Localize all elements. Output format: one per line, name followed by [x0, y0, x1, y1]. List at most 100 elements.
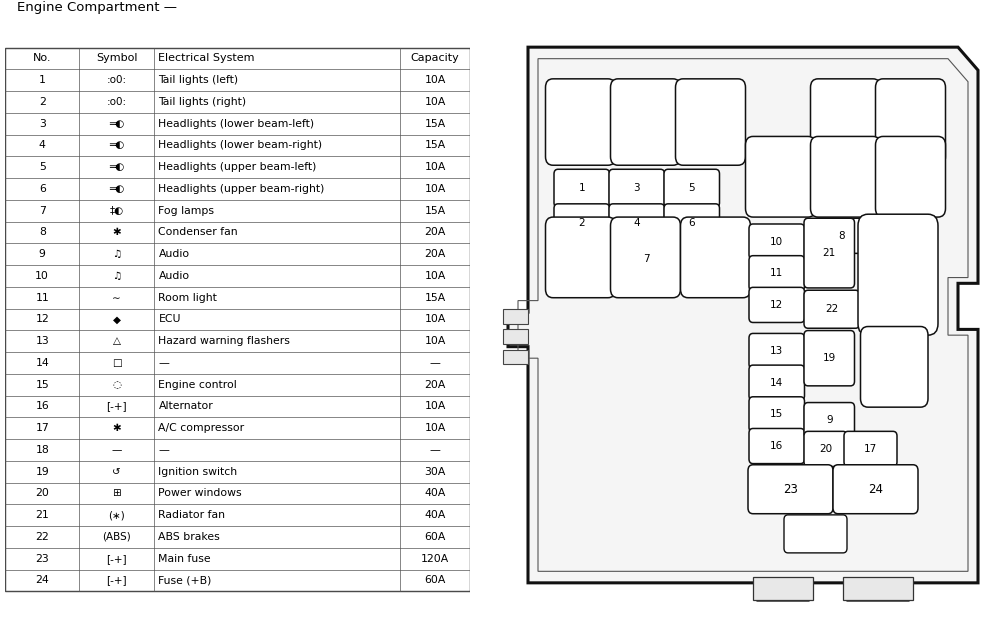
FancyBboxPatch shape	[749, 333, 805, 369]
FancyBboxPatch shape	[610, 79, 681, 165]
FancyBboxPatch shape	[804, 403, 855, 438]
Text: □: □	[112, 358, 121, 368]
FancyBboxPatch shape	[619, 241, 674, 277]
Text: ◌: ◌	[112, 380, 121, 390]
Text: Radiator fan: Radiator fan	[158, 510, 225, 520]
Text: 10A: 10A	[424, 162, 446, 172]
Text: ═◐: ═◐	[109, 118, 124, 129]
Text: Headlights (upper beam-left): Headlights (upper beam-left)	[158, 162, 317, 172]
FancyBboxPatch shape	[811, 79, 881, 165]
Text: 4: 4	[39, 140, 46, 151]
Text: Room light: Room light	[158, 293, 217, 302]
Text: 10A: 10A	[424, 271, 446, 281]
Text: 15A: 15A	[425, 205, 446, 215]
FancyBboxPatch shape	[664, 204, 720, 242]
Text: 21: 21	[35, 510, 49, 520]
FancyBboxPatch shape	[749, 287, 805, 323]
Text: 1: 1	[39, 75, 46, 85]
Text: 3: 3	[39, 118, 46, 129]
FancyBboxPatch shape	[609, 204, 664, 242]
FancyBboxPatch shape	[749, 224, 805, 259]
Text: 22: 22	[35, 532, 49, 542]
Text: 24: 24	[35, 575, 49, 585]
FancyBboxPatch shape	[804, 218, 855, 288]
FancyBboxPatch shape	[749, 256, 805, 291]
Text: 7: 7	[643, 254, 650, 264]
Text: 10A: 10A	[424, 184, 446, 194]
Text: —: —	[430, 358, 441, 368]
Text: Electrical System: Electrical System	[158, 54, 255, 64]
Text: 19: 19	[35, 467, 49, 477]
Text: Tail lights (left): Tail lights (left)	[158, 75, 239, 85]
Bar	[753, 577, 813, 600]
Text: 12: 12	[35, 314, 49, 324]
Bar	[503, 309, 528, 324]
Text: 14: 14	[35, 358, 49, 368]
Text: Alternator: Alternator	[158, 401, 213, 411]
Text: 16: 16	[770, 441, 783, 451]
Text: 10A: 10A	[424, 401, 446, 411]
Text: :o0:: :o0:	[107, 75, 127, 85]
Text: ↺: ↺	[112, 467, 121, 477]
Text: Headlights (lower beam-right): Headlights (lower beam-right)	[158, 140, 323, 151]
Text: 9: 9	[826, 415, 833, 425]
FancyBboxPatch shape	[804, 432, 847, 466]
Text: 10A: 10A	[424, 314, 446, 324]
Text: 3: 3	[633, 183, 640, 193]
Text: ‡◐: ‡◐	[110, 205, 124, 215]
FancyBboxPatch shape	[858, 214, 938, 335]
Text: Symbol: Symbol	[96, 54, 137, 64]
Text: ═◐: ═◐	[109, 184, 124, 194]
Bar	[5, 47, 470, 592]
Text: 7: 7	[39, 205, 46, 215]
FancyBboxPatch shape	[814, 218, 870, 253]
Text: [-+]: [-+]	[106, 554, 127, 564]
Text: [-+]: [-+]	[106, 575, 127, 585]
Text: 10: 10	[770, 236, 783, 246]
Text: 13: 13	[35, 336, 49, 346]
Text: ✱: ✱	[112, 423, 121, 433]
Text: Audio: Audio	[158, 271, 190, 281]
FancyBboxPatch shape	[804, 290, 860, 328]
Text: 10A: 10A	[424, 336, 446, 346]
Text: ♫: ♫	[112, 271, 121, 281]
Text: 6: 6	[688, 218, 695, 228]
FancyBboxPatch shape	[784, 515, 847, 553]
Text: 17: 17	[864, 444, 877, 454]
Text: Power windows: Power windows	[158, 488, 242, 498]
Text: 14: 14	[770, 377, 783, 387]
Text: 60A: 60A	[424, 532, 446, 542]
Text: 24: 24	[868, 483, 883, 496]
Text: 15A: 15A	[425, 293, 446, 302]
FancyBboxPatch shape	[833, 465, 918, 513]
Text: No.: No.	[33, 54, 51, 64]
Text: 2: 2	[578, 218, 585, 228]
FancyBboxPatch shape	[664, 169, 720, 207]
Text: —: —	[111, 445, 122, 455]
Text: 4: 4	[633, 218, 640, 228]
Text: Condenser fan: Condenser fan	[158, 227, 238, 238]
FancyBboxPatch shape	[748, 465, 833, 513]
Text: ♫: ♫	[112, 249, 121, 259]
Text: 17: 17	[35, 423, 49, 433]
Text: :o0:: :o0:	[107, 97, 127, 107]
Text: Fog lamps: Fog lamps	[158, 205, 214, 215]
Text: △: △	[113, 336, 121, 346]
Text: 23: 23	[35, 554, 49, 564]
Text: 10: 10	[35, 271, 49, 281]
Text: 11: 11	[35, 293, 49, 302]
FancyBboxPatch shape	[876, 79, 946, 165]
FancyBboxPatch shape	[746, 137, 816, 217]
Text: 20A: 20A	[424, 227, 446, 238]
Text: Fuse (+B): Fuse (+B)	[158, 575, 212, 585]
FancyBboxPatch shape	[749, 365, 805, 400]
Text: ⊞: ⊞	[112, 488, 121, 498]
FancyBboxPatch shape	[749, 428, 805, 464]
Text: Headlights (upper beam-right): Headlights (upper beam-right)	[158, 184, 325, 194]
FancyBboxPatch shape	[554, 169, 610, 207]
Polygon shape	[508, 47, 978, 600]
Bar	[503, 350, 528, 364]
FancyBboxPatch shape	[804, 331, 855, 386]
Text: 10A: 10A	[424, 75, 446, 85]
Text: 20: 20	[35, 488, 49, 498]
